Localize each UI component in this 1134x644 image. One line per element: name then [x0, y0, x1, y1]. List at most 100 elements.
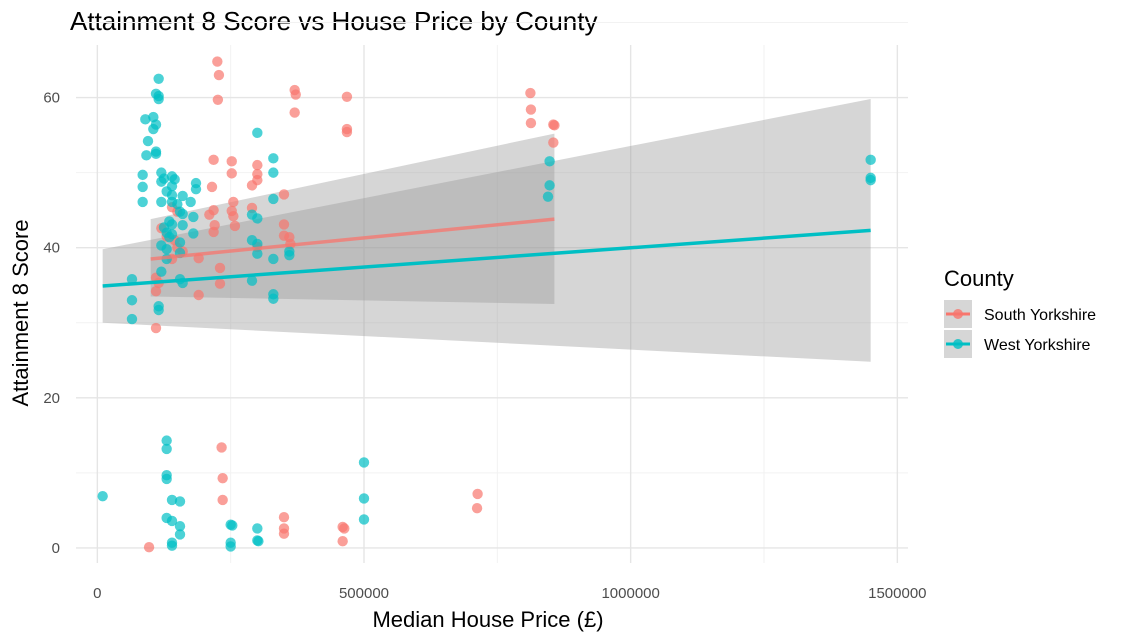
trend-lines	[102, 217, 871, 288]
data-point	[161, 435, 172, 446]
legend-label: West Yorkshire	[984, 337, 1091, 354]
data-point	[525, 104, 537, 115]
data-point	[225, 541, 236, 552]
data-point	[153, 304, 164, 316]
data-point	[252, 127, 263, 139]
grid	[76, 21, 908, 563]
data-point	[228, 196, 239, 208]
data-point	[246, 275, 258, 286]
data-point	[214, 262, 226, 274]
data-point	[865, 154, 876, 166]
data-point	[185, 196, 196, 208]
chart-title: Attainment 8 Score vs House Price by Cou…	[70, 6, 597, 36]
data-point	[166, 494, 178, 506]
data-point	[177, 208, 188, 220]
data-point	[268, 153, 279, 164]
confidence-band	[102, 99, 871, 362]
data-point	[206, 181, 218, 193]
data-point	[213, 69, 225, 81]
data-point	[141, 150, 152, 161]
data-point	[204, 209, 215, 220]
data-point	[153, 93, 164, 105]
legend-key-point	[953, 339, 963, 349]
data-point	[289, 107, 300, 118]
legend: County South Yorkshire West Yorkshire	[944, 266, 1096, 358]
data-point	[278, 512, 290, 523]
data-point	[190, 183, 202, 195]
data-point	[208, 226, 219, 238]
data-point	[143, 542, 155, 553]
legend-label: South Yorkshire	[984, 307, 1096, 324]
data-point	[97, 490, 108, 502]
data-point	[358, 457, 370, 468]
data-point	[228, 210, 239, 222]
data-point	[177, 190, 188, 202]
data-point	[284, 250, 295, 261]
data-point	[137, 196, 148, 208]
data-point	[140, 114, 151, 125]
data-point	[525, 117, 537, 129]
data-point	[188, 211, 199, 223]
y-tick-label: 20	[43, 390, 60, 407]
x-tick-label: 1500000	[868, 585, 926, 602]
y-axis-title: Attainment 8 Score	[8, 219, 33, 406]
data-point	[278, 219, 290, 230]
data-point	[278, 189, 290, 200]
data-point	[166, 540, 178, 551]
data-point	[341, 91, 353, 103]
data-point	[341, 126, 353, 138]
data-point	[268, 293, 279, 304]
legend-key-point	[953, 309, 963, 319]
data-point	[226, 156, 237, 167]
x-axis-title: Median House Price (£)	[372, 607, 603, 632]
data-point	[544, 180, 555, 191]
data-point	[174, 529, 186, 540]
data-point	[229, 220, 241, 232]
data-point	[227, 520, 238, 531]
data-point	[126, 295, 138, 306]
data-point	[268, 253, 279, 265]
data-point	[217, 472, 228, 484]
data-point	[174, 237, 186, 248]
data-point	[126, 274, 138, 285]
data-point	[142, 135, 154, 147]
data-point	[226, 168, 237, 179]
data-point	[549, 120, 560, 131]
data-point	[358, 514, 370, 525]
data-point	[217, 494, 228, 506]
data-point	[471, 502, 483, 514]
y-tick-label: 40	[43, 240, 60, 257]
data-point	[252, 248, 263, 259]
data-point	[156, 266, 167, 277]
data-point	[472, 488, 483, 500]
data-point	[253, 536, 264, 547]
data-point	[156, 176, 167, 187]
data-point	[216, 442, 227, 453]
data-point	[214, 278, 226, 289]
trend-line	[102, 228, 871, 288]
y-tick-label: 60	[43, 90, 60, 107]
data-point	[137, 169, 148, 181]
data-point	[548, 137, 559, 148]
data-point	[252, 523, 263, 534]
data-point	[337, 536, 348, 547]
data-point	[153, 73, 164, 84]
data-point	[150, 286, 162, 297]
data-point	[278, 528, 290, 539]
data-point	[150, 148, 162, 160]
data-point	[212, 56, 223, 67]
x-tick-label: 500000	[339, 585, 389, 602]
data-point	[166, 515, 178, 527]
data-point	[161, 443, 172, 455]
data-point	[268, 167, 279, 178]
data-point	[164, 231, 175, 243]
data-point	[358, 493, 370, 504]
data-point	[137, 181, 148, 193]
data-point	[193, 289, 204, 301]
trend-line	[150, 217, 555, 261]
data-point	[188, 228, 199, 239]
data-point	[126, 313, 138, 325]
data-point	[161, 473, 172, 485]
data-point	[339, 523, 350, 534]
